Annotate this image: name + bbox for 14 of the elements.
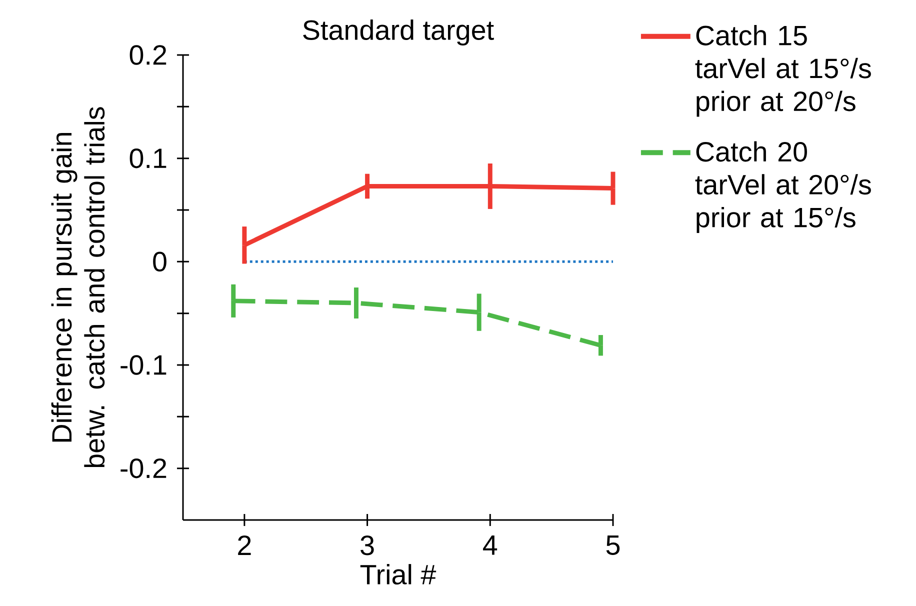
y-tick-label: 0.1 [130, 148, 166, 168]
x-tick-label: 5 [606, 536, 620, 555]
x-axis-title: Trial # [360, 564, 436, 585]
x-tick-label: 3 [360, 536, 374, 556]
x-tick-label: 4 [483, 536, 498, 555]
y-tick-label: -0.1 [120, 355, 166, 375]
chart-title: Standard target [303, 20, 494, 46]
y-tick-label: -0.2 [120, 458, 166, 478]
y-tick-label: 0.2 [130, 45, 166, 65]
legend-label: Catch 15 tarVel at 15°/s prior at 20°/s [695, 24, 871, 117]
y-axis-title: Difference in pursuit gain betw. catch and control trials [51, 107, 105, 468]
legend-label: Catch 20 tarVel at 20°/s prior at 15°/s [695, 141, 871, 233]
y-tick-label: 0 [153, 252, 166, 272]
x-tick-label: 2 [238, 536, 251, 555]
